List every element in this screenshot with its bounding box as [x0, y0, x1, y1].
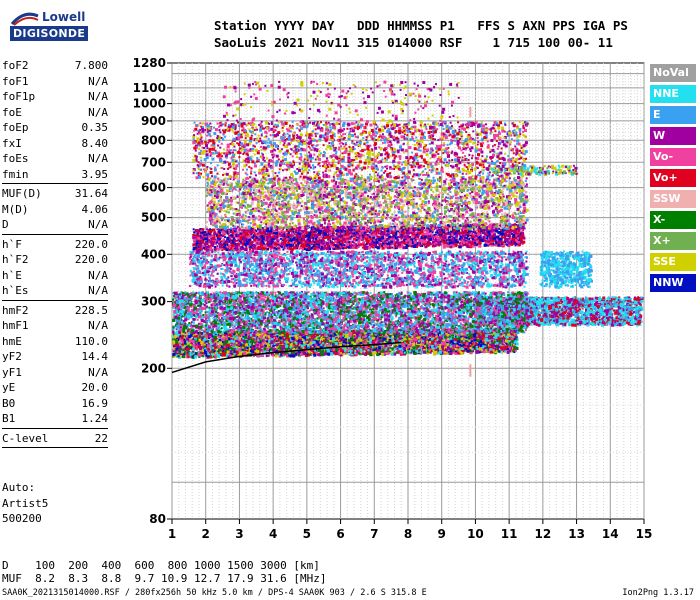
echo-point	[190, 354, 192, 356]
x-tick-label: 11	[501, 527, 518, 541]
echo-point	[288, 338, 290, 340]
y-tick-label: 400	[141, 247, 166, 261]
echo-point	[489, 342, 491, 344]
x-tick-label: 8	[404, 527, 412, 541]
x-tick-label: 10	[467, 527, 484, 541]
y-tick-label: 900	[141, 114, 166, 128]
echo-point	[447, 338, 449, 340]
echo-point	[285, 345, 288, 348]
echo-point	[457, 347, 459, 349]
echo-point	[227, 350, 230, 353]
x-tick-label: 2	[202, 527, 210, 541]
echo-point	[399, 337, 401, 339]
echo-point	[467, 345, 469, 347]
x-tick-label: 4	[269, 527, 277, 541]
echo-point	[470, 347, 472, 349]
y-tick-label: 300	[141, 295, 166, 309]
echo-point	[498, 346, 500, 348]
echo-point	[181, 351, 183, 353]
x-tick-label: 13	[568, 527, 585, 541]
echo-point	[337, 335, 339, 337]
echo-point	[254, 340, 256, 342]
echo-point	[462, 348, 464, 350]
echo-point	[394, 335, 396, 337]
echo-point	[354, 350, 356, 352]
echo-point	[474, 342, 477, 345]
echo-point	[432, 350, 434, 352]
echo-point	[512, 334, 514, 336]
y-tick-label: 600	[141, 181, 166, 195]
echo-point	[483, 350, 486, 353]
echo-point	[455, 350, 457, 352]
x-tick-label: 7	[370, 527, 378, 541]
echo-point	[369, 339, 372, 342]
echo-point	[489, 337, 491, 339]
echo-point	[442, 339, 444, 341]
x-tick-label: 6	[336, 527, 344, 541]
echo-point	[401, 339, 403, 341]
y-tick-label: 80	[149, 512, 166, 526]
echo-point	[247, 347, 249, 349]
echo-point	[240, 344, 242, 346]
echo-point	[268, 340, 271, 343]
echo-point	[498, 350, 500, 352]
echo-point	[266, 348, 268, 350]
y-tick-label: 200	[141, 361, 166, 375]
echo-point	[278, 347, 280, 349]
echo-point	[356, 337, 358, 339]
echo-point	[376, 347, 378, 349]
echo-point	[368, 351, 370, 353]
echo-point	[209, 341, 211, 343]
echo-point	[222, 352, 225, 355]
echo-point	[485, 334, 488, 337]
echo-point	[479, 351, 481, 353]
echo-point	[300, 333, 303, 336]
echo-point	[504, 351, 506, 353]
echo-point	[321, 344, 323, 346]
x-tick-label: 5	[303, 527, 311, 541]
echo-point	[267, 333, 269, 335]
x-tick-label: 1	[168, 527, 176, 541]
echo-point	[268, 354, 270, 356]
echo-point	[352, 352, 354, 354]
y-tick-label: 800	[141, 133, 166, 147]
echo-point	[242, 349, 244, 351]
echo-point	[195, 353, 197, 355]
echo-point	[250, 337, 252, 339]
echo-point	[413, 338, 416, 341]
echo-point	[431, 336, 433, 338]
y-tick-label: 1100	[133, 81, 166, 95]
x-tick-label: 3	[235, 527, 243, 541]
echo-point	[420, 339, 422, 341]
echo-point	[207, 348, 209, 350]
x-tick-label: 15	[636, 527, 653, 541]
echo-point	[374, 349, 376, 351]
echo-point	[397, 334, 399, 336]
echo-point	[313, 354, 316, 357]
x-tick-label: 14	[602, 527, 619, 541]
y-tick-label: 1000	[133, 97, 166, 111]
y-tick-label: 700	[141, 155, 166, 169]
x-tick-label: 12	[535, 527, 552, 541]
y-tick-label: 1280	[133, 56, 166, 70]
x-tick-label: 9	[438, 527, 446, 541]
echo-point	[280, 354, 282, 356]
echo-point	[385, 335, 387, 337]
echo-point	[301, 343, 303, 345]
echo-point	[431, 349, 433, 351]
echo-point	[290, 345, 292, 347]
echo-point	[203, 336, 205, 338]
echo-point	[231, 353, 233, 355]
y-tick-label: 500	[141, 211, 166, 225]
echo-point	[228, 341, 230, 343]
echo-point	[369, 348, 371, 350]
